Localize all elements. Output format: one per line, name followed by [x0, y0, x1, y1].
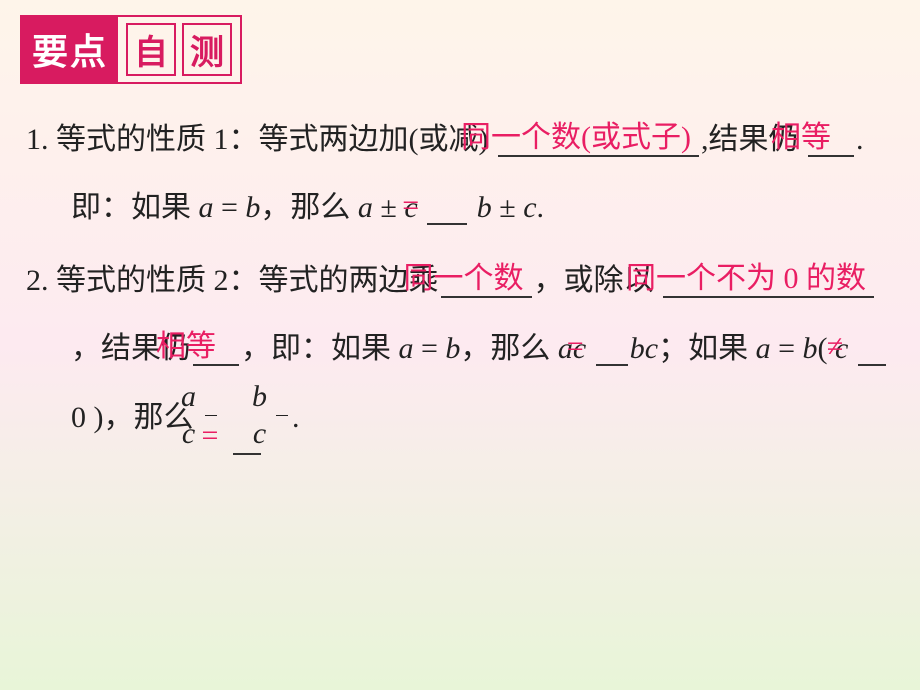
fraction-a-c: a c	[205, 382, 217, 449]
q1-var-a: a	[199, 191, 214, 224]
frac2-den: c	[276, 415, 288, 449]
q1-text-5: .	[537, 191, 545, 224]
frac1-den: c	[205, 415, 217, 449]
header-badge: 要点 自 测	[20, 15, 242, 84]
q2-answer-1: 同一个数	[441, 264, 532, 298]
q1-var-b: b	[245, 191, 260, 224]
q2-text-8: 0 )，那么	[71, 401, 194, 434]
q1-pm: ±	[373, 191, 404, 224]
q2-answer-2: 同一个不为 0 的数	[663, 264, 874, 298]
q2-text-9: .	[292, 401, 300, 434]
q1-eq-op: =	[214, 191, 246, 224]
question-2: 2. 等式的性质 2：等式的两边乘同一个数，或除以 同一个不为 0 的数，结果仍…	[26, 247, 900, 455]
q2-eq2: =	[771, 332, 803, 365]
q2-answer-4: =	[596, 332, 628, 366]
question-1: 1. 等式的性质 1：等式两边加(或减) 同一个数(或式子),结果仍 相等. 即…	[26, 106, 900, 243]
q2-var-a3: a	[756, 332, 771, 365]
header-char-2: 测	[182, 23, 232, 76]
q2-var-a: a	[399, 332, 414, 365]
q2-answer-3: 相等	[193, 332, 239, 366]
q2-answer-5: ≠	[858, 332, 886, 366]
q2-var-b: b	[445, 332, 460, 365]
q2-text-6: ；如果	[658, 332, 756, 365]
header-right-group: 自 测	[118, 17, 240, 82]
q2-var-b3: b	[803, 332, 818, 365]
q2-eq1: =	[414, 332, 446, 365]
q2-text-4: ，即：如果	[241, 332, 399, 365]
frac1-num: a	[205, 382, 217, 415]
q1-answer-2: 相等	[808, 123, 854, 157]
fraction-b-c: b c	[276, 382, 288, 449]
q1-var-c2: c	[523, 191, 536, 224]
q1-answer-3: =	[427, 191, 467, 225]
header-char-1: 自	[126, 23, 176, 76]
q1-number: 1.	[26, 123, 49, 156]
content-area: 1. 等式的性质 1：等式两边加(或减) 同一个数(或式子),结果仍 相等. 即…	[20, 106, 900, 455]
frac2-num: b	[276, 382, 288, 415]
q1-var-a2: a	[358, 191, 373, 224]
q2-text-1: 等式的性质 2：等式的两边乘	[56, 264, 439, 297]
q1-text-1: 等式的性质 1：等式两边加(或减)	[56, 123, 488, 156]
q1-answer-1: 同一个数(或式子)	[498, 123, 699, 157]
q1-text-4: ，那么	[260, 191, 358, 224]
q2-var-bc: bc	[630, 332, 658, 365]
q2-text-5: ，那么	[460, 332, 558, 365]
q1-pm2: ±	[492, 191, 523, 224]
q2-number: 2.	[26, 264, 49, 297]
q1-var-b2: b	[477, 191, 492, 224]
header-inner: 要点 自 测	[22, 17, 240, 82]
header-left-text: 要点	[22, 17, 118, 82]
